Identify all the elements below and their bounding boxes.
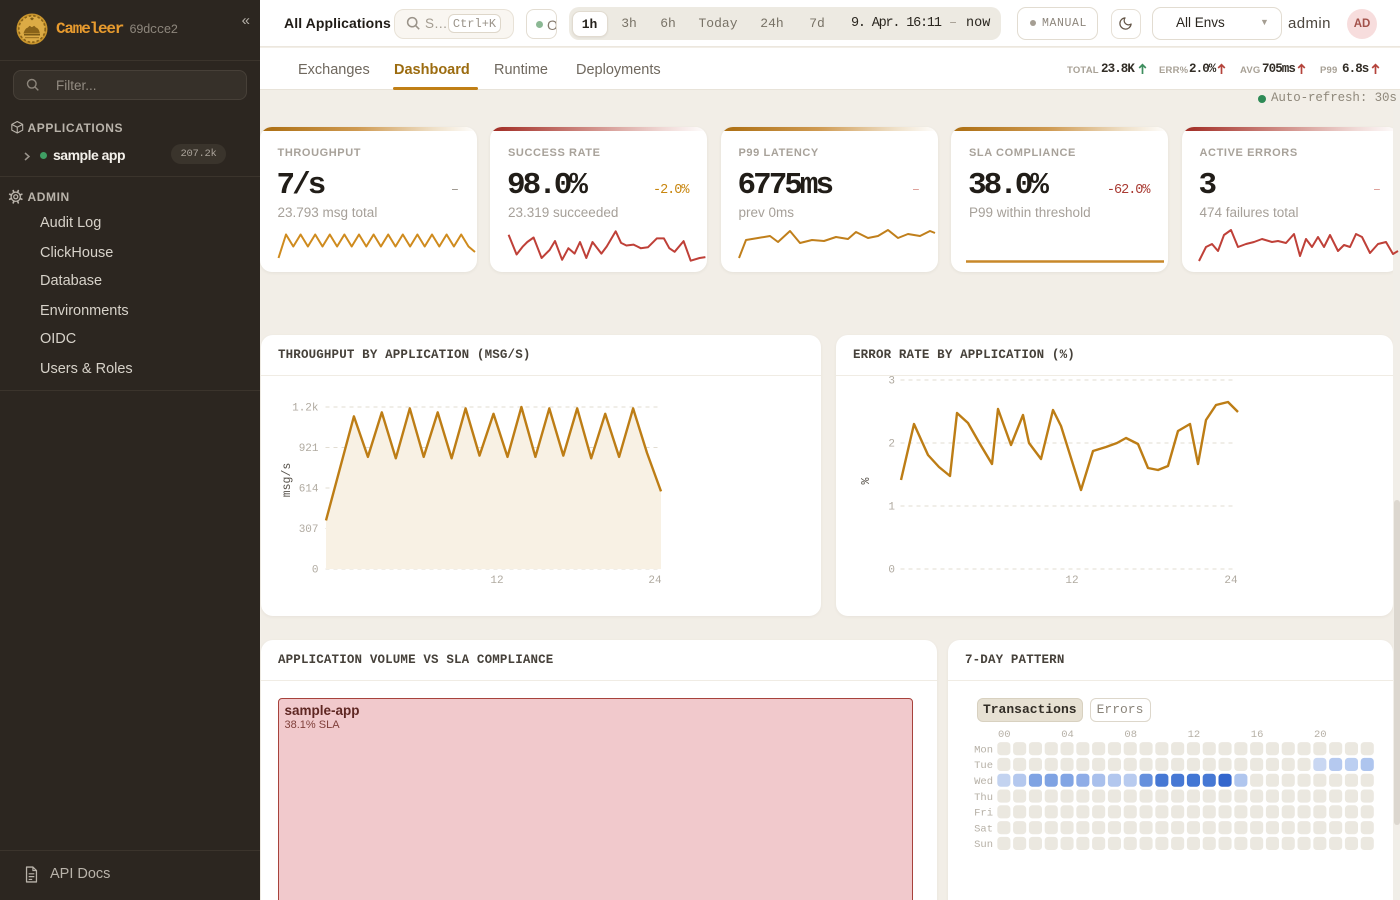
svg-text:0: 0: [312, 565, 319, 577]
svg-text:16: 16: [1251, 729, 1264, 741]
svg-text:Tue: Tue: [974, 760, 993, 772]
svg-text:%: %: [860, 477, 873, 484]
svg-text:04: 04: [1061, 729, 1074, 741]
svg-text:Wed: Wed: [974, 776, 993, 788]
svg-text:614: 614: [299, 484, 319, 496]
svg-text:1: 1: [888, 502, 895, 514]
svg-text:2: 2: [888, 439, 895, 451]
svg-text:Sun: Sun: [974, 839, 993, 851]
svg-text:0: 0: [888, 565, 895, 577]
svg-text:1.2k: 1.2k: [292, 403, 319, 415]
svg-text:12: 12: [490, 575, 503, 587]
svg-text:24: 24: [648, 575, 662, 587]
svg-text:921: 921: [299, 443, 319, 455]
svg-text:307: 307: [299, 524, 319, 536]
svg-text:Fri: Fri: [974, 808, 993, 820]
svg-text:08: 08: [1124, 729, 1137, 741]
svg-text:Mon: Mon: [974, 744, 993, 756]
svg-text:Sat: Sat: [974, 823, 993, 835]
svg-text:24: 24: [1224, 575, 1238, 587]
svg-text:Thu: Thu: [974, 792, 993, 804]
svg-text:20: 20: [1314, 729, 1327, 741]
svg-text:3: 3: [888, 376, 895, 388]
svg-text:msg/s: msg/s: [281, 463, 294, 498]
svg-text:12: 12: [1188, 729, 1201, 741]
svg-text:00: 00: [998, 729, 1011, 741]
svg-text:12: 12: [1065, 575, 1078, 587]
